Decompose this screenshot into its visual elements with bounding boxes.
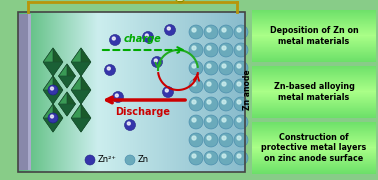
Polygon shape — [59, 92, 67, 116]
Polygon shape — [59, 64, 67, 88]
Circle shape — [107, 67, 110, 70]
Circle shape — [207, 28, 211, 32]
Circle shape — [112, 37, 115, 40]
Text: charge: charge — [124, 34, 162, 44]
Circle shape — [222, 136, 226, 140]
Text: Zn²⁺: Zn²⁺ — [98, 156, 117, 165]
Circle shape — [143, 31, 153, 42]
Circle shape — [204, 97, 218, 111]
Circle shape — [85, 155, 95, 165]
Circle shape — [207, 136, 211, 140]
Circle shape — [165, 89, 168, 92]
Polygon shape — [53, 48, 63, 76]
Polygon shape — [43, 118, 63, 132]
Circle shape — [222, 82, 226, 86]
Circle shape — [219, 43, 233, 57]
Polygon shape — [59, 104, 75, 116]
Circle shape — [204, 133, 218, 147]
Circle shape — [222, 46, 226, 50]
Circle shape — [204, 79, 218, 93]
Circle shape — [219, 133, 233, 147]
Polygon shape — [71, 104, 91, 118]
Circle shape — [189, 61, 203, 75]
Polygon shape — [71, 76, 81, 104]
Polygon shape — [71, 118, 91, 132]
Circle shape — [234, 25, 248, 39]
Circle shape — [207, 46, 211, 50]
Circle shape — [222, 100, 226, 104]
Circle shape — [51, 87, 54, 90]
Polygon shape — [43, 104, 53, 132]
Polygon shape — [67, 92, 75, 116]
Circle shape — [110, 35, 121, 46]
Polygon shape — [43, 76, 53, 104]
Polygon shape — [43, 48, 63, 62]
Circle shape — [207, 100, 211, 104]
Circle shape — [192, 154, 196, 158]
Circle shape — [167, 27, 170, 30]
Text: Zn-based alloying
metal materials: Zn-based alloying metal materials — [274, 82, 355, 102]
Polygon shape — [81, 104, 91, 132]
Circle shape — [189, 25, 203, 39]
Circle shape — [175, 0, 185, 2]
Circle shape — [234, 97, 248, 111]
Polygon shape — [59, 76, 75, 88]
Circle shape — [234, 151, 248, 165]
Circle shape — [234, 43, 248, 57]
Circle shape — [104, 64, 116, 75]
Circle shape — [192, 136, 196, 140]
Circle shape — [234, 133, 248, 147]
Circle shape — [152, 57, 163, 68]
Circle shape — [145, 34, 148, 37]
Circle shape — [154, 59, 157, 62]
Polygon shape — [43, 76, 63, 90]
Circle shape — [163, 87, 174, 98]
Circle shape — [192, 100, 196, 104]
Circle shape — [237, 118, 241, 122]
Circle shape — [192, 46, 196, 50]
Circle shape — [237, 136, 241, 140]
Polygon shape — [71, 48, 81, 76]
Circle shape — [237, 82, 241, 86]
Circle shape — [237, 64, 241, 68]
Circle shape — [204, 61, 218, 75]
FancyBboxPatch shape — [28, 14, 31, 170]
Text: Discharge: Discharge — [116, 107, 170, 117]
Circle shape — [222, 154, 226, 158]
Circle shape — [192, 64, 196, 68]
Text: Zn anode: Zn anode — [243, 70, 251, 110]
Circle shape — [234, 79, 248, 93]
FancyBboxPatch shape — [248, 0, 378, 180]
Polygon shape — [71, 48, 91, 62]
Circle shape — [189, 43, 203, 57]
Circle shape — [219, 79, 233, 93]
Circle shape — [219, 97, 233, 111]
Circle shape — [219, 25, 233, 39]
Circle shape — [113, 91, 124, 102]
Polygon shape — [59, 92, 75, 104]
Circle shape — [189, 151, 203, 165]
Circle shape — [219, 61, 233, 75]
Circle shape — [124, 120, 135, 130]
Circle shape — [234, 61, 248, 75]
Circle shape — [204, 43, 218, 57]
Polygon shape — [43, 48, 53, 76]
Polygon shape — [71, 90, 91, 104]
Circle shape — [207, 64, 211, 68]
Circle shape — [51, 115, 54, 118]
Circle shape — [222, 118, 226, 122]
Text: Construction of
protective metal layers
on zinc anode surface: Construction of protective metal layers … — [261, 133, 367, 163]
Circle shape — [204, 151, 218, 165]
Circle shape — [189, 115, 203, 129]
Circle shape — [219, 115, 233, 129]
Circle shape — [164, 24, 175, 35]
Circle shape — [204, 115, 218, 129]
Circle shape — [189, 133, 203, 147]
Circle shape — [237, 100, 241, 104]
Circle shape — [237, 154, 241, 158]
Polygon shape — [59, 64, 75, 76]
Circle shape — [207, 154, 211, 158]
Polygon shape — [81, 76, 91, 104]
Polygon shape — [71, 104, 81, 132]
